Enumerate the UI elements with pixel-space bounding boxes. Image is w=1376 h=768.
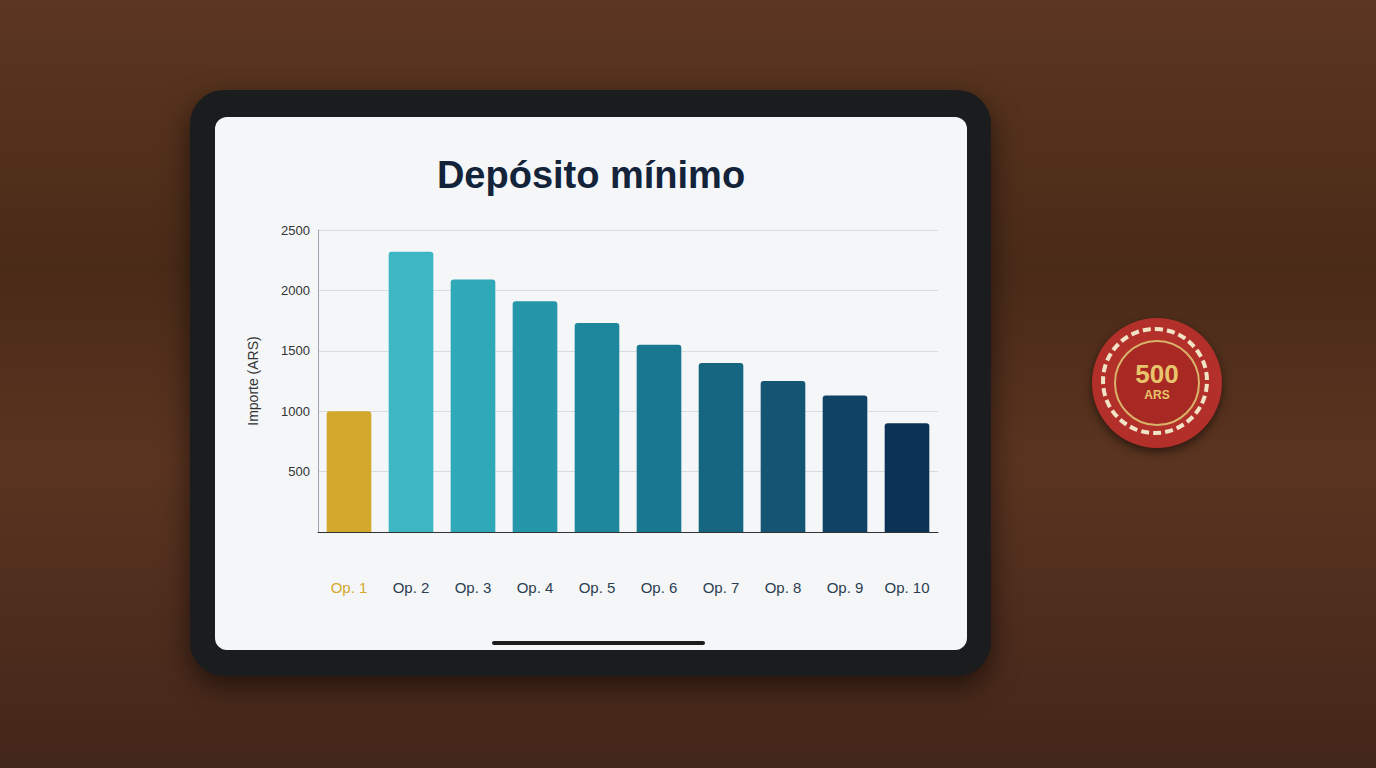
html-text:500: 500 xyxy=(1135,359,1179,389)
svg-text:500: 500 xyxy=(288,464,310,479)
svg-text:Op. 7: Op. 7 xyxy=(703,579,740,596)
svg-text:Op. 3: Op. 3 xyxy=(455,579,492,596)
html-text:ARS: ARS xyxy=(1144,388,1170,402)
svg-text:Op. 1: Op. 1 xyxy=(331,579,368,596)
svg-text:Importe (ARS): Importe (ARS) xyxy=(245,336,261,425)
svg-text:Op. 8: Op. 8 xyxy=(765,579,802,596)
svg-text:2500: 2500 xyxy=(281,223,310,238)
svg-text:Op. 9: Op. 9 xyxy=(827,579,864,596)
svg-text:Op. 4: Op. 4 xyxy=(517,579,554,596)
svg-text:Op. 2: Op. 2 xyxy=(393,579,430,596)
svg-text:2000: 2000 xyxy=(281,283,310,298)
svg-text:1500: 1500 xyxy=(281,343,310,358)
svg-text:Op. 6: Op. 6 xyxy=(641,579,678,596)
svg-text:Op. 10: Op. 10 xyxy=(884,579,929,596)
svg-text:Depósito mínimo: Depósito mínimo xyxy=(437,154,745,196)
svg-text:1000: 1000 xyxy=(281,404,310,419)
svg-text:Op. 5: Op. 5 xyxy=(579,579,616,596)
